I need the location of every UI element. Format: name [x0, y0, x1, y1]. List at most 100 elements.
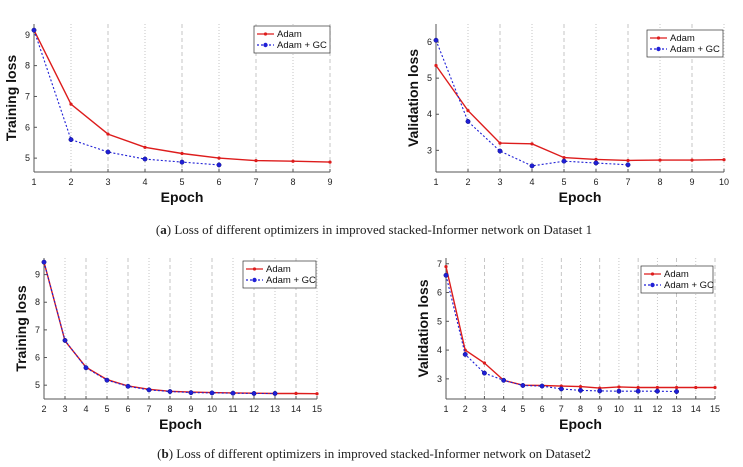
- x-axis-label: Epoch: [159, 416, 202, 432]
- chart-a-validation-loss: 1 2 3 4 5 6 7 8 9 10 3 4 5 6 Epoch Validation loss AdamA…: [405, 24, 729, 205]
- x-tick-label: 15: [710, 404, 720, 414]
- x-axis-label: Epoch: [161, 189, 204, 205]
- data-point-adam: [713, 385, 717, 390]
- legend-marker: [650, 282, 655, 288]
- data-point-adam-gc: [83, 365, 89, 371]
- y-axis-label: Training loss: [3, 55, 19, 142]
- x-tick-label: 7: [559, 404, 564, 414]
- data-point-adam: [482, 361, 487, 365]
- data-point-adam-gc: [462, 351, 468, 357]
- legend-label-adam: Adam: [670, 33, 695, 44]
- data-point-adam-gc: [188, 390, 194, 396]
- caption-b-label: b: [161, 446, 168, 461]
- data-point-adam: [722, 158, 726, 162]
- data-point-adam: [694, 385, 698, 390]
- legend-label-adam: Adam: [266, 264, 291, 275]
- legend-box: [242, 260, 317, 289]
- legend-label-adam: Adam: [664, 269, 689, 280]
- y-tick-label: 8: [35, 297, 40, 307]
- x-tick-label: 13: [672, 404, 682, 414]
- y-tick-label: 9: [25, 30, 30, 40]
- data-point-adam-gc: [520, 383, 526, 388]
- y-tick-label: 6: [437, 288, 442, 298]
- data-point-adam: [617, 385, 621, 389]
- x-tick-label: 9: [689, 177, 694, 187]
- x-tick-label: 12: [249, 404, 259, 414]
- legend-label-adam-gc: Adam + GC: [670, 44, 720, 55]
- legend-label-adam-gc: Adam + GC: [664, 280, 714, 291]
- y-tick-label: 6: [427, 37, 432, 47]
- series-line-adam-gc: [33, 30, 220, 166]
- x-axis-label: Epoch: [559, 416, 602, 432]
- data-point-adam-gc: [62, 337, 68, 343]
- x-tick-label: 8: [290, 177, 295, 187]
- y-tick-label: 7: [25, 91, 30, 101]
- x-tick-label: 4: [142, 177, 147, 187]
- y-tick-label: 8: [25, 61, 30, 71]
- data-point-adam-gc: [125, 383, 131, 389]
- data-point-adam-gc: [230, 390, 236, 396]
- data-point-adam: [291, 159, 295, 163]
- data-point-adam: [636, 385, 640, 390]
- data-point-adam-gc: [443, 272, 449, 278]
- legend-marker: [650, 272, 655, 276]
- caption-a-label: a: [160, 222, 167, 237]
- data-point-adam-gc: [501, 377, 507, 383]
- x-tick-label: 4: [501, 404, 506, 414]
- x-tick-label: 2: [465, 177, 470, 187]
- x-tick-label: 3: [482, 404, 487, 414]
- data-point-adam: [106, 132, 110, 136]
- series-line-adam: [435, 65, 725, 162]
- y-tick-label: 6: [35, 353, 40, 363]
- x-tick-label: 9: [597, 404, 602, 414]
- x-tick-label: 4: [529, 177, 534, 187]
- legend-box: [646, 29, 724, 58]
- x-tick-label: 1: [31, 177, 36, 187]
- x-tick-label: 4: [83, 404, 88, 414]
- legend-marker: [656, 46, 661, 52]
- chart-a-training-loss: 1 2 3 4 5 6 7 8 9 5 6 7 8 9 Epoch Training loss AdamAdam…: [3, 24, 333, 205]
- data-point-adam: [217, 156, 221, 160]
- data-point-adam-gc: [251, 391, 257, 396]
- legend-label-adam-gc: Adam + GC: [277, 40, 327, 51]
- data-point-adam: [328, 160, 332, 164]
- x-tick-label: 7: [625, 177, 630, 187]
- y-tick-label: 5: [35, 380, 40, 390]
- data-point-adam: [578, 385, 583, 389]
- data-point-adam: [434, 63, 438, 68]
- data-point-adam: [69, 102, 73, 106]
- data-point-adam: [143, 145, 147, 149]
- x-tick-label: 3: [105, 177, 110, 187]
- legend-label-adam-gc: Adam + GC: [266, 275, 316, 286]
- data-point-adam-gc: [104, 377, 110, 383]
- legend-marker: [252, 277, 257, 283]
- data-point-adam: [315, 392, 319, 396]
- data-point-adam-gc: [578, 387, 583, 393]
- data-point-adam-gc: [558, 386, 564, 392]
- data-point-adam-gc: [433, 37, 439, 43]
- x-tick-label: 11: [633, 404, 642, 414]
- legend-marker: [263, 42, 268, 48]
- caption-a: (a) Loss of different optimizers in impr…: [156, 222, 592, 237]
- data-point-adam-gc: [593, 160, 599, 166]
- x-tick-label: 14: [691, 404, 701, 414]
- x-tick-label: 6: [216, 177, 221, 187]
- chart-b-validation-loss: 1 2 3 4 5 6 7 8 9 10 11 12 13 14 1534567EpochValidatio…: [415, 258, 720, 432]
- x-tick-label: 8: [578, 404, 583, 414]
- y-axis-label: Validation loss: [415, 279, 431, 377]
- chart-b-training-loss: 2 3 4 5 6 7 8 9 10 11 12 13 14 15 5 6 7 8 9 Epoch Training l…: [13, 258, 322, 432]
- caption-b-text: Loss of different optimizers in improved…: [173, 446, 591, 461]
- y-tick-label: 5: [427, 73, 432, 83]
- data-point-adam-gc: [497, 148, 503, 154]
- x-axis-label: Epoch: [559, 189, 602, 205]
- y-axis-label: Validation loss: [405, 49, 421, 147]
- x-tick-label: 2: [463, 404, 468, 414]
- series-line-adam-gc: [43, 261, 275, 395]
- x-tick-label: 5: [561, 177, 566, 187]
- x-tick-label: 8: [657, 177, 662, 187]
- data-point-adam: [294, 391, 298, 396]
- data-point-adam-gc: [105, 149, 111, 155]
- caption-b: (b) Loss of different optimizers in impr…: [157, 446, 591, 461]
- data-point-adam: [498, 141, 502, 145]
